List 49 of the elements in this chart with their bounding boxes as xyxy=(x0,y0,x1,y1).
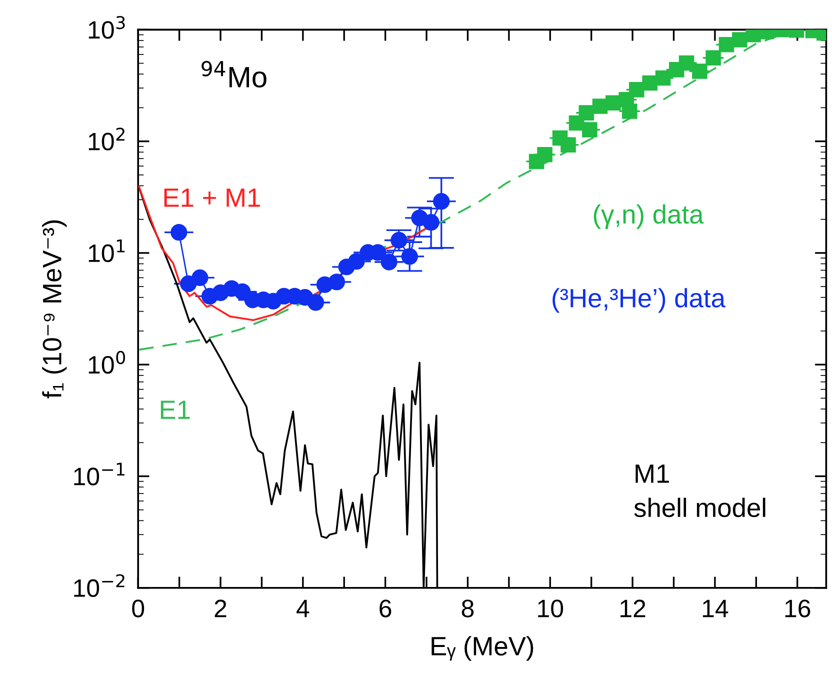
y-tick-label: 10$^{−1}$ xyxy=(74,462,124,486)
x-tick-label: 14 xyxy=(702,600,728,618)
point xyxy=(328,274,346,290)
point xyxy=(718,37,734,52)
y-tick-label: 10$^{3}$ xyxy=(88,16,125,39)
x-tick-label: 16 xyxy=(785,600,810,618)
y-axis-title: f₁ (10⁻⁹ MeV⁻³) xyxy=(42,220,67,398)
point xyxy=(170,224,188,241)
text: (γ,n) data xyxy=(594,204,704,229)
annotation: $^{94}$Mo xyxy=(202,60,266,88)
x-tick-label: 2 xyxy=(214,600,226,618)
point xyxy=(401,248,418,265)
point xyxy=(746,30,761,42)
y-tick-label: 10$^{1}$ xyxy=(88,240,125,262)
point xyxy=(732,32,748,48)
point xyxy=(706,50,721,66)
x-tick-label: 6 xyxy=(380,600,392,618)
point xyxy=(629,82,644,98)
text: (³He,³He’) data xyxy=(552,288,726,313)
point xyxy=(678,55,694,71)
point xyxy=(655,70,671,86)
point xyxy=(622,104,638,119)
y-tick-label: 10$^{−2}$ xyxy=(74,574,124,597)
point xyxy=(606,95,621,111)
y-tick-label: 10$^{0}$ xyxy=(88,350,126,374)
point xyxy=(582,122,598,138)
point xyxy=(192,269,208,286)
point xyxy=(433,192,450,210)
x-axis-title: Eᵧ (MeV) xyxy=(432,636,534,661)
x-tick-label: 8 xyxy=(462,600,474,618)
point xyxy=(560,137,576,152)
y-tick-label: 10$^{2}$ xyxy=(88,128,124,150)
point xyxy=(642,75,658,91)
x-tick-label: 0 xyxy=(132,600,144,618)
x-tick-label: 12 xyxy=(620,600,646,618)
point xyxy=(692,64,708,79)
point xyxy=(380,254,398,270)
point xyxy=(537,146,552,162)
legend-label: M1 shell model xyxy=(634,464,766,518)
x-tick-label: 4 xyxy=(296,600,310,618)
text: E1 xyxy=(160,400,190,419)
point xyxy=(307,294,324,311)
x-tick-label: 10 xyxy=(538,600,564,618)
point xyxy=(592,98,608,114)
series-label: E1 + M1 xyxy=(164,188,260,207)
point xyxy=(348,253,365,270)
point xyxy=(422,214,440,231)
point xyxy=(390,232,408,249)
point xyxy=(578,105,594,120)
